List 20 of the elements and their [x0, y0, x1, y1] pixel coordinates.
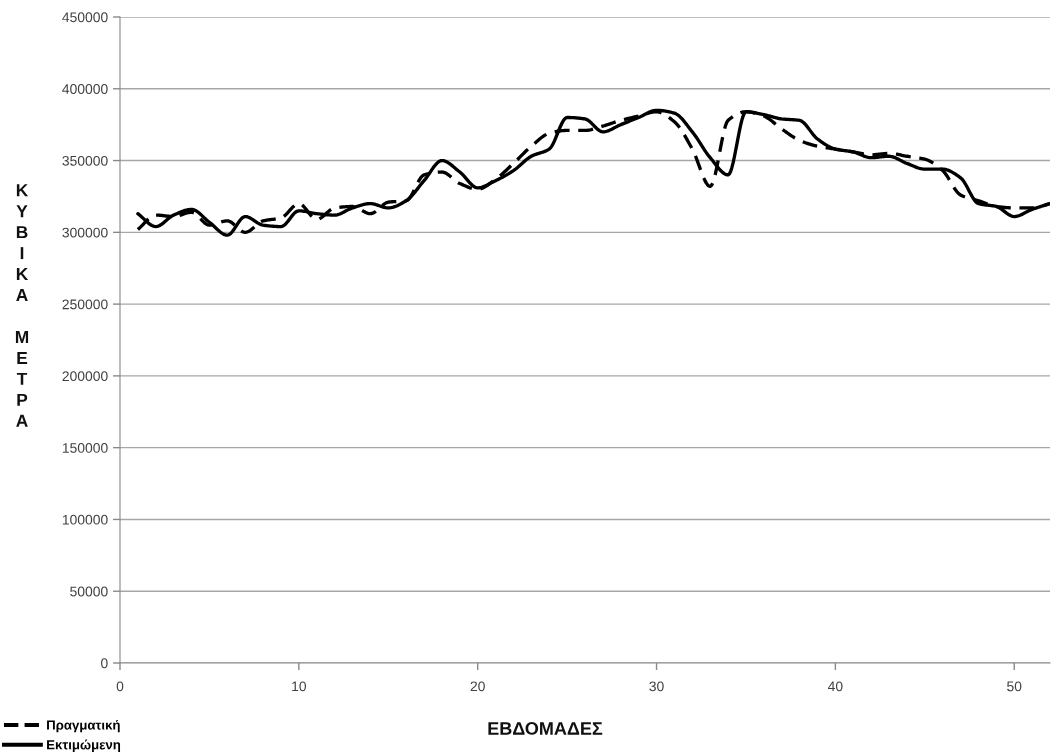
x-tick-label: 10: [292, 681, 307, 692]
y-tick-label: 200000: [62, 371, 108, 382]
y-tick-label: 400000: [62, 84, 108, 94]
legend-label: Εκτιμώμενη: [47, 739, 121, 753]
x-axis-title: ΕΒΔΟΜΑΔΕΣ: [488, 722, 603, 735]
x-tick-label: 40: [827, 681, 843, 692]
y-tick-label: 100000: [62, 514, 108, 525]
y-tick-label: 450000: [62, 12, 108, 23]
legend-label: Πραγματική: [47, 719, 120, 733]
text: ΚΥΒΙΚΑ ΜΕΤΡΑ: [15, 184, 29, 427]
y-tick-label: 350000: [62, 155, 108, 166]
y-tick-label: 0: [101, 658, 108, 669]
x-tick-label: 50: [1007, 681, 1022, 692]
y-tick-label: 250000: [62, 299, 108, 310]
y-tick-label: 50000: [70, 586, 108, 597]
x-tick-label: 0: [116, 681, 124, 692]
x-tick-label: 20: [470, 681, 485, 692]
y-tick-label: 300000: [62, 227, 108, 238]
y-tick-label: 150000: [62, 443, 108, 453]
x-tick-label: 30: [649, 681, 664, 692]
